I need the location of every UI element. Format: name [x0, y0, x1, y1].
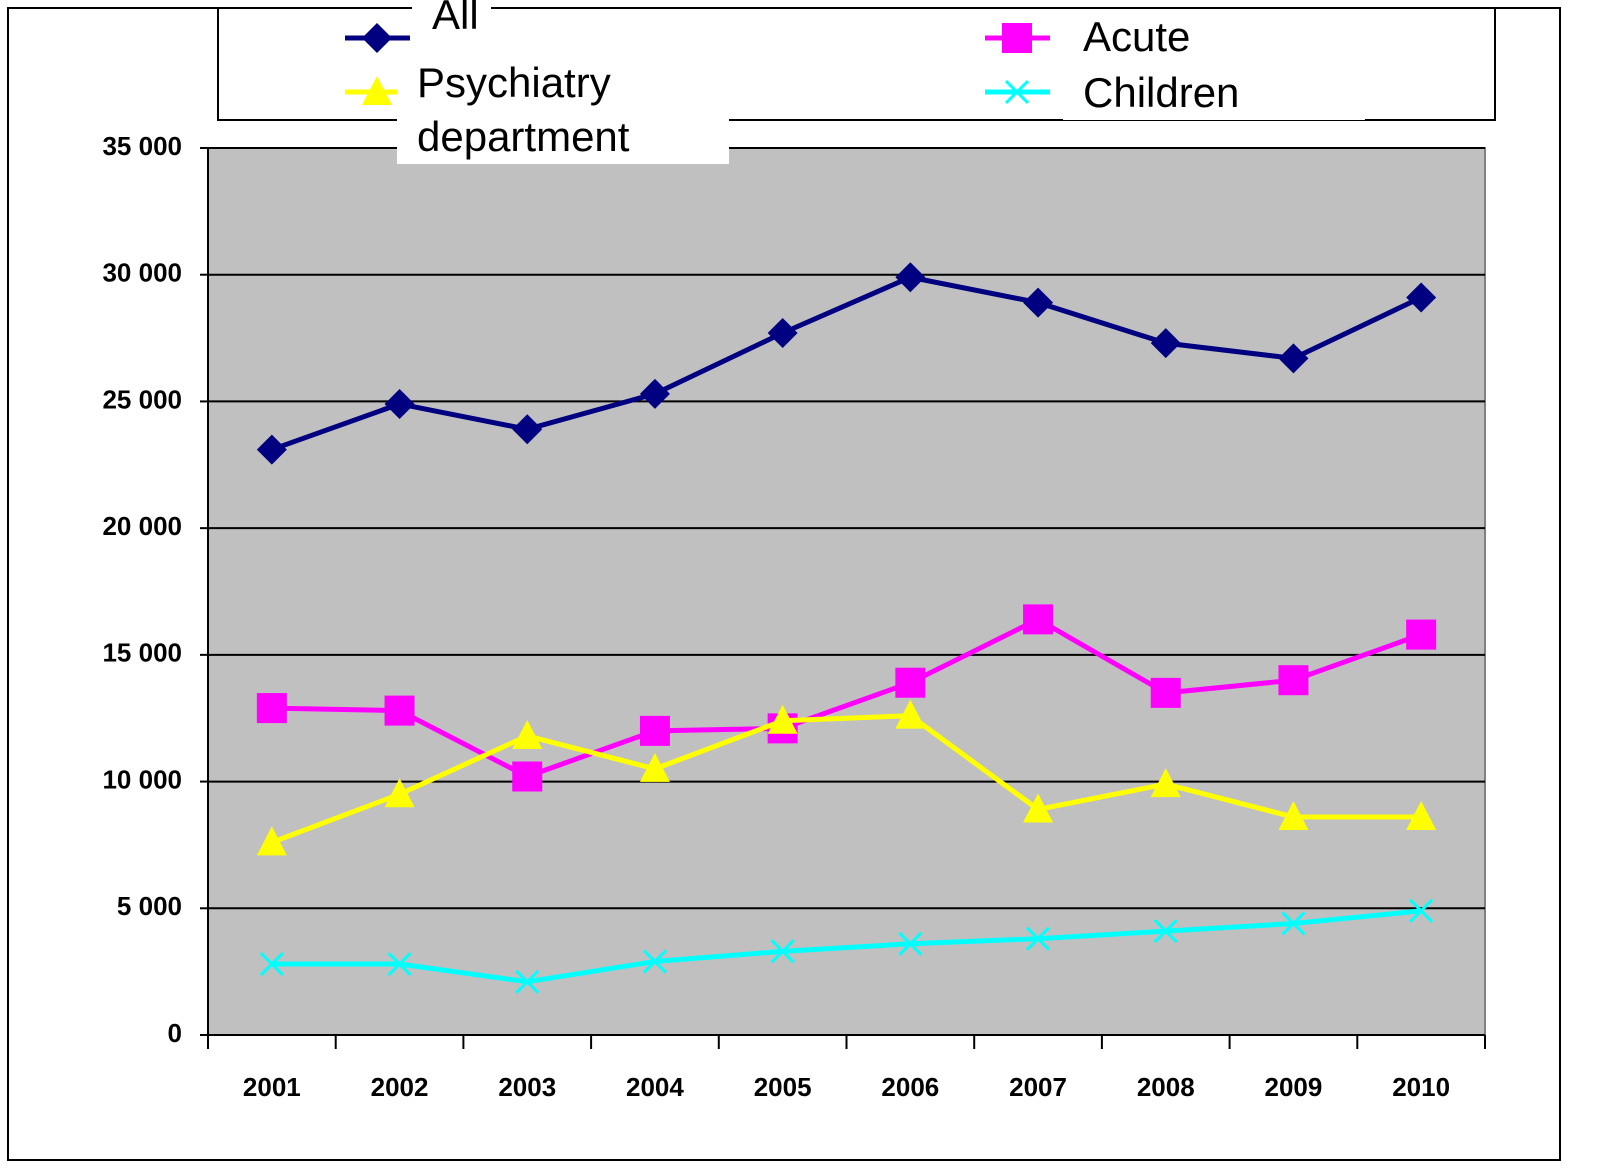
legend-label: All — [412, 0, 491, 42]
marker — [256, 434, 287, 465]
marker — [1278, 665, 1309, 696]
marker — [1150, 768, 1181, 798]
marker — [1278, 343, 1309, 374]
y-tick-label: 5 000 — [117, 891, 182, 921]
x-tick-label: 2005 — [754, 1072, 812, 1102]
marker — [1278, 801, 1309, 831]
marker — [512, 761, 543, 792]
x-tick-label: 2009 — [1265, 1072, 1323, 1102]
plot-area — [207, 147, 1486, 1036]
marker — [1150, 677, 1181, 708]
marker — [1023, 793, 1054, 823]
marker — [1406, 619, 1437, 650]
marker — [1023, 287, 1054, 318]
marker — [362, 23, 392, 53]
marker — [256, 826, 287, 856]
x-tick-label: 2004 — [626, 1072, 684, 1102]
marker — [512, 414, 543, 445]
marker — [1409, 898, 1434, 923]
marker — [1153, 919, 1178, 944]
y-tick-label: 25 000 — [102, 384, 182, 414]
marker — [384, 778, 415, 808]
marker — [1281, 911, 1306, 936]
y-tick-label: 15 000 — [102, 638, 182, 668]
y-tick-label: 30 000 — [102, 258, 182, 288]
marker — [1023, 604, 1054, 635]
marker — [384, 388, 415, 419]
marker — [512, 719, 543, 749]
marker — [1004, 79, 1030, 105]
x-tick-label: 2007 — [1009, 1072, 1067, 1102]
marker — [515, 969, 540, 994]
marker — [770, 939, 795, 964]
marker — [895, 667, 926, 698]
y-tick-label: 20 000 — [102, 511, 182, 541]
series-line — [271, 908, 1422, 985]
x-tick-label: 2010 — [1392, 1072, 1450, 1102]
x-tick-label: 2003 — [498, 1072, 556, 1102]
series-line — [270, 713, 1422, 845]
marker — [1406, 801, 1437, 831]
marker — [895, 699, 926, 729]
marker — [1025, 926, 1051, 951]
marker — [259, 951, 284, 977]
y-tick-label: 0 — [168, 1018, 182, 1048]
marker — [767, 704, 798, 734]
marker — [256, 693, 287, 724]
x-tick-label: 2001 — [243, 1072, 301, 1102]
marker — [639, 715, 670, 746]
marker — [387, 951, 412, 977]
marker — [639, 378, 670, 409]
marker — [1150, 328, 1181, 359]
y-tick-label: 10 000 — [102, 764, 182, 794]
x-tick-label: 2006 — [881, 1072, 939, 1102]
marker — [898, 931, 923, 956]
marker — [639, 752, 670, 782]
series-line — [271, 616, 1422, 780]
series-line — [271, 274, 1423, 452]
legend-label: Children — [1063, 66, 1365, 120]
marker — [1002, 23, 1032, 53]
marker — [895, 262, 926, 293]
marker — [642, 949, 668, 974]
legend-label: Psychiatry department — [397, 56, 729, 164]
x-tick-label: 2002 — [371, 1072, 429, 1102]
marker — [362, 76, 392, 105]
marker — [384, 695, 415, 726]
y-tick-label: 35 000 — [102, 131, 182, 161]
marker — [1406, 282, 1437, 313]
x-tick-label: 2008 — [1137, 1072, 1195, 1102]
marker — [767, 318, 798, 349]
